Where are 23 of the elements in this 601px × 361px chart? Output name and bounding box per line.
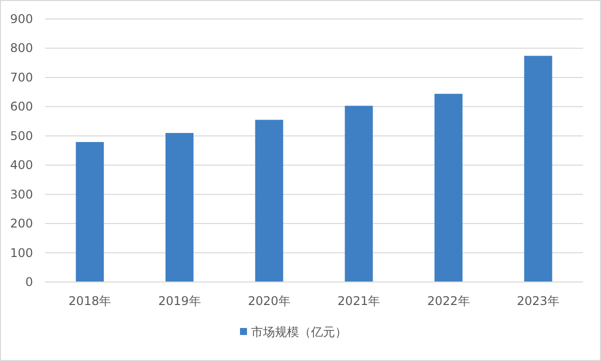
- x-tick-label: 2019年: [158, 294, 201, 308]
- bar: [76, 142, 104, 282]
- x-tick-label: 2023年: [516, 294, 560, 308]
- x-tick-label: 2018年: [68, 294, 112, 308]
- y-tick-label: 300: [10, 187, 33, 202]
- y-tick-label: 100: [10, 246, 33, 260]
- bar: [524, 56, 552, 282]
- y-tick-label: 500: [10, 128, 33, 143]
- y-tick-label: 0: [25, 275, 33, 289]
- bar: [344, 106, 373, 282]
- y-tick-label: 200: [10, 216, 33, 231]
- bar: [166, 132, 194, 282]
- y-tick-label: 800: [10, 41, 33, 56]
- y-tick-label: 600: [10, 100, 33, 114]
- bar: [255, 120, 284, 282]
- y-tick-label: 900: [10, 12, 33, 26]
- x-tick-label: 2022年: [427, 294, 470, 308]
- y-tick-label: 400: [10, 158, 33, 172]
- y-tick-label: 700: [10, 70, 33, 84]
- x-tick-label: 2021年: [338, 294, 380, 308]
- x-tick-label: 2020年: [248, 294, 290, 308]
- legend: 市场规模（亿元）: [240, 325, 347, 339]
- bar: [434, 94, 462, 282]
